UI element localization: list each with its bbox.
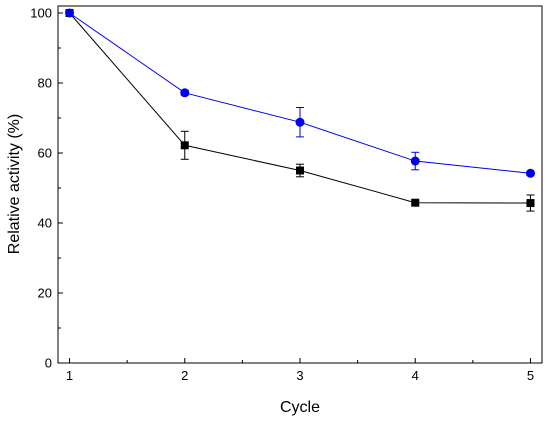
x-tick-label: 3 xyxy=(296,368,303,383)
data-point xyxy=(180,88,190,98)
y-tick-label: 20 xyxy=(38,286,52,301)
data-point xyxy=(410,156,420,166)
data-point xyxy=(525,168,535,178)
y-tick-label: 80 xyxy=(38,76,52,91)
x-tick-label: 1 xyxy=(66,368,73,383)
y-tick-label: 100 xyxy=(30,6,52,21)
x-tick-label: 2 xyxy=(181,368,188,383)
data-point xyxy=(296,166,304,175)
y-tick-label: 60 xyxy=(38,146,52,161)
x-axis-title: Cycle xyxy=(280,399,320,416)
series-1 xyxy=(65,9,535,212)
data-point xyxy=(65,8,75,18)
y-axis: 0 20 40 60 80 100 xyxy=(30,6,63,371)
series-line xyxy=(69,12,531,174)
data-point xyxy=(295,117,305,127)
series-2 xyxy=(65,8,535,178)
x-axis: 1 2 3 4 5 xyxy=(66,358,534,383)
series-layer xyxy=(65,8,535,212)
plot-frame xyxy=(57,5,543,364)
x-tick-label: 5 xyxy=(527,368,534,383)
x-tick-label: 4 xyxy=(412,368,419,383)
data-point xyxy=(411,198,420,207)
data-point xyxy=(180,141,189,150)
y-axis-title: Relative activity (%) xyxy=(6,114,23,254)
y-tick-label: 0 xyxy=(45,356,52,371)
data-point xyxy=(526,199,535,208)
y-tick-label: 40 xyxy=(38,216,52,231)
